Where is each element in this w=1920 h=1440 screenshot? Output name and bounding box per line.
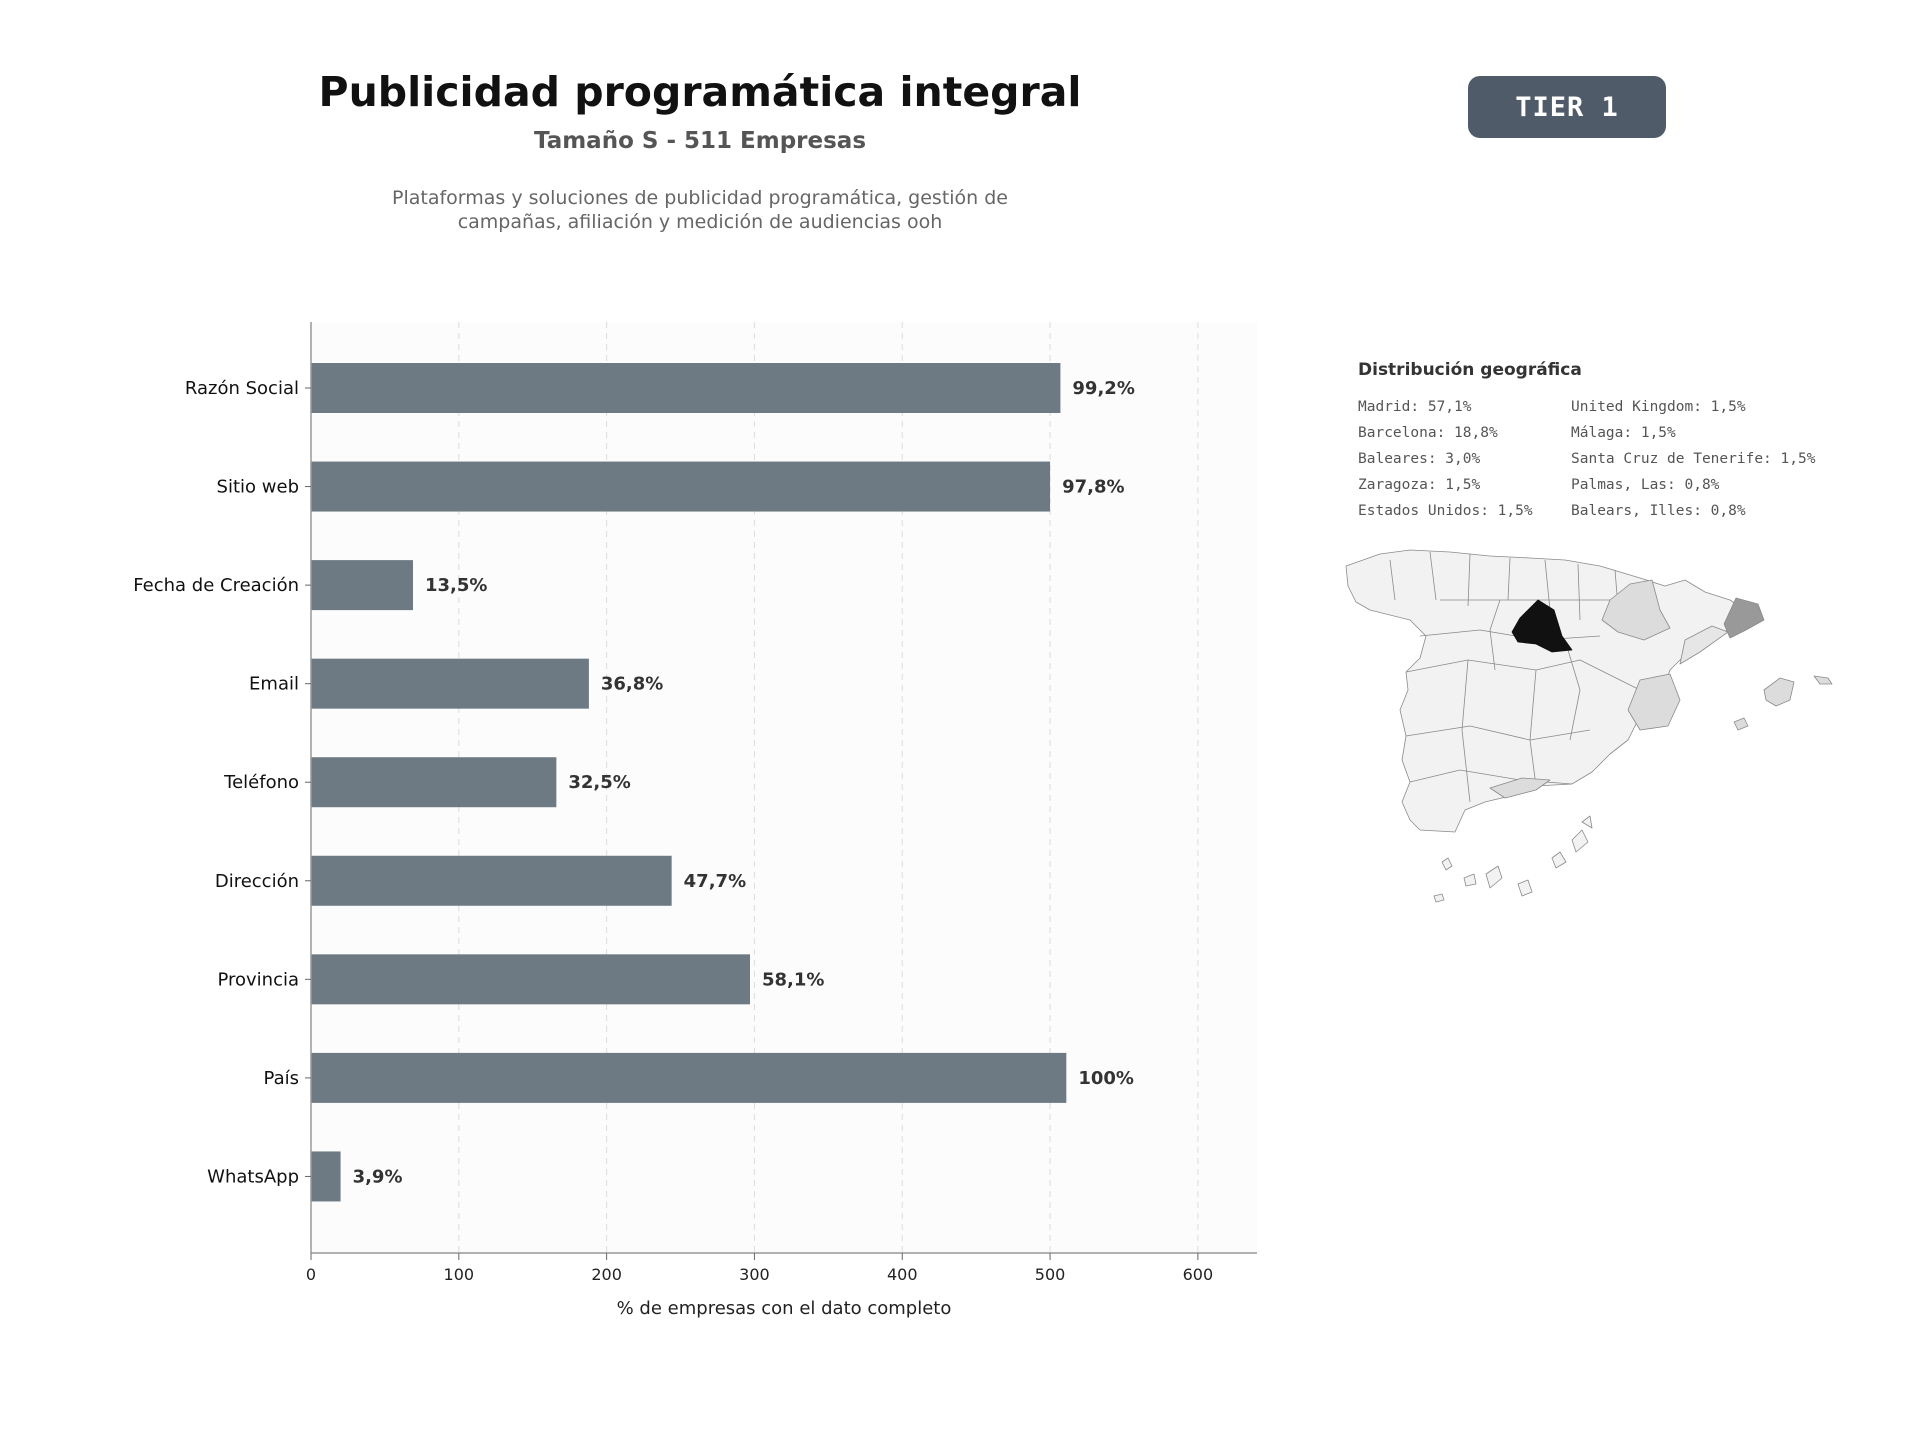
geo-item: Madrid: 57,1% — [1358, 399, 1472, 415]
geo-item: Estados Unidos: 1,5% — [1358, 503, 1533, 519]
map-malaga — [1489, 777, 1551, 799]
geo-item: Barcelona: 18,8% — [1358, 425, 1498, 441]
page-description: Plataformas y soluciones de publicidad p… — [391, 187, 1008, 233]
category-label: Email — [249, 674, 299, 695]
value-label: 97,8% — [1062, 477, 1124, 498]
geo-title: Distribución geográfica — [1358, 360, 1582, 380]
map-borders — [1389, 551, 1641, 803]
bar — [311, 658, 589, 709]
bar-chart: 0 100 200 300 400 500 600 Razón Social Sitio we… — [133, 322, 1257, 1319]
map-mallorca — [1763, 677, 1795, 707]
x-tick-label: 200 — [591, 1265, 622, 1284]
category-label: Dirección — [215, 871, 299, 892]
x-ticks: 0 100 200 300 400 500 600 — [306, 1253, 1213, 1284]
map-canarias — [1433, 815, 1593, 903]
category-label: WhatsApp — [207, 1166, 299, 1187]
value-label: 58,1% — [762, 969, 824, 990]
category-labels: Razón Social Sitio web Fecha de Creación Em… — [133, 378, 311, 1187]
page-title: Publicidad programática integral — [318, 68, 1082, 116]
geo-item: Baleares: 3,0% — [1358, 451, 1481, 467]
value-label: 47,7% — [684, 871, 746, 892]
bar — [311, 757, 557, 808]
geo-list: Madrid: 57,1% United Kingdom: 1,5% Barce… — [1358, 398, 1831, 520]
bar — [311, 954, 751, 1005]
bars — [311, 363, 1067, 1202]
category-label: Teléfono — [223, 772, 299, 793]
map-mainland — [1345, 549, 1749, 833]
map-valencia — [1627, 673, 1681, 731]
value-label: 36,8% — [601, 674, 663, 695]
bar — [311, 560, 413, 611]
x-tick-label: 300 — [739, 1265, 770, 1284]
map-madrid — [1511, 599, 1573, 653]
value-label: 32,5% — [568, 772, 630, 793]
value-label: 13,5% — [425, 575, 487, 596]
category-label: Fecha de Creación — [133, 575, 299, 596]
x-tick-label: 600 — [1183, 1265, 1214, 1284]
map-ibiza — [1733, 717, 1749, 731]
value-label: 100% — [1078, 1068, 1134, 1089]
x-tick-label: 0 — [306, 1265, 316, 1284]
x-tick-label: 500 — [1035, 1265, 1066, 1284]
geo-item: Málaga: 1,5% — [1571, 425, 1676, 441]
geo-item: Palmas, Las: 0,8% — [1571, 477, 1720, 493]
x-tick-label: 100 — [444, 1265, 475, 1284]
page-subtitle: Tamaño S - 511 Empresas — [533, 128, 867, 154]
map-menorca — [1813, 675, 1833, 685]
tier-badge: TIER 1 — [1468, 76, 1666, 138]
category-label: Razón Social — [185, 378, 299, 399]
category-label: Provincia — [217, 969, 299, 990]
value-label: 3,9% — [353, 1166, 403, 1187]
geo-item: Balears, Illes: 0,8% — [1571, 503, 1746, 519]
x-tick-label: 400 — [887, 1265, 918, 1284]
bar — [311, 461, 1051, 512]
geo-item: Santa Cruz de Tenerife: 1,5% — [1571, 451, 1816, 467]
bar — [311, 363, 1061, 413]
bar — [311, 1151, 341, 1202]
x-axis-label: % de empresas con el dato completo — [617, 1298, 952, 1319]
spain-map — [1345, 549, 1833, 903]
category-label: Sitio web — [217, 477, 299, 498]
map-tarragona — [1679, 625, 1729, 665]
value-label: 99,2% — [1072, 378, 1134, 399]
map-barcelona — [1723, 597, 1765, 639]
geo-item: Zaragoza: 1,5% — [1358, 477, 1481, 493]
bar — [311, 1052, 1067, 1103]
category-label: País — [264, 1068, 299, 1089]
geo-item: United Kingdom: 1,5% — [1571, 399, 1746, 415]
bar — [311, 855, 672, 906]
value-labels: 99,2% 97,8% 13,5% 36,8% 32,5% 47,7% 58,1% 100% 3… — [353, 378, 1135, 1187]
map-zaragoza — [1601, 579, 1671, 641]
